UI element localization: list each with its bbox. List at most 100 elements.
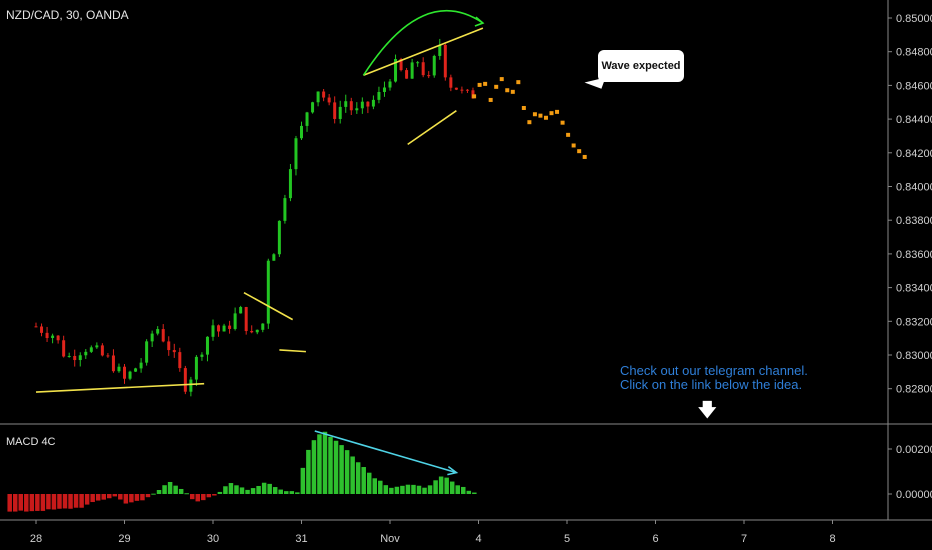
trendline (279, 349, 306, 353)
candle-body (432, 55, 436, 76)
macd-bar (361, 467, 366, 494)
macd-bar (472, 492, 477, 494)
candle-body (261, 323, 265, 330)
divergence-arrowhead (447, 465, 459, 476)
candle-body (78, 355, 82, 361)
candle-body (183, 368, 187, 392)
candle-body (394, 59, 398, 82)
macd-bar (272, 487, 278, 494)
trendline (35, 382, 205, 393)
macd-bar (427, 485, 433, 494)
macd-bar (333, 440, 339, 494)
macd-bar (68, 494, 73, 509)
y-tick-label: 0.83000 (896, 350, 932, 362)
macd-bar (295, 492, 300, 494)
macd-bar (118, 494, 123, 500)
candle-body (399, 59, 403, 71)
macd-bar (195, 494, 201, 502)
candle-body (311, 102, 315, 113)
macd-bar (405, 484, 411, 494)
candle-body (84, 351, 88, 356)
macd-bar (35, 494, 40, 511)
macd-bar (90, 494, 95, 503)
macd-bar (383, 485, 389, 494)
forecast-mark (527, 120, 532, 125)
candle-body (123, 366, 126, 379)
macd-y-tick-label: 0.00200 (896, 444, 932, 456)
y-tick-label: 0.83600 (896, 249, 932, 261)
candle-body (73, 355, 77, 361)
candle-body (300, 125, 303, 139)
telegram-note[interactable]: Check out our telegram channel. Click on… (620, 364, 808, 392)
forecast-mark (555, 109, 560, 114)
macd-bar (322, 431, 328, 494)
note-line-1: Check out our telegram channel. (620, 363, 808, 378)
candle-body (134, 368, 138, 372)
macd-bar (350, 456, 355, 494)
candle-body (45, 332, 49, 339)
trendline (363, 27, 484, 77)
candle-body (239, 307, 243, 314)
candle-body (327, 97, 331, 103)
macd-bar (217, 491, 223, 494)
macd-bar (372, 478, 378, 494)
trendline (243, 291, 294, 321)
macd-bar (107, 494, 112, 499)
forecast-mark (499, 77, 504, 82)
candle-body (172, 350, 176, 353)
candle-body (222, 325, 226, 332)
forecast-mark (510, 89, 515, 94)
candle-body (150, 333, 154, 342)
macd-bar (416, 485, 422, 494)
macd-bar (84, 494, 90, 505)
macd-bar (466, 490, 472, 494)
candle-body (405, 70, 409, 79)
macd-bar (444, 477, 449, 494)
macd-bar (73, 494, 79, 508)
macd-bar (261, 482, 267, 494)
macd-bar (256, 485, 261, 494)
candle-body (117, 366, 121, 372)
macd-bar (145, 494, 151, 498)
candle-body (294, 138, 298, 170)
macd-bar (156, 490, 162, 494)
macd-bar (278, 489, 283, 494)
candle-body (266, 260, 270, 324)
macd-bar (455, 485, 460, 494)
macd-bar (449, 481, 455, 494)
macd-bar (234, 485, 239, 494)
candle-body (360, 101, 364, 109)
macd-bar (311, 440, 317, 494)
y-tick-label: 0.84400 (896, 114, 932, 126)
macd-bar (24, 494, 29, 512)
forecast-mark (477, 82, 482, 87)
y-tick-label: 0.82800 (896, 384, 932, 396)
macd-bar (7, 494, 12, 512)
forecast-mark (549, 111, 554, 116)
macd-bar (173, 485, 178, 494)
macd-bar (112, 494, 118, 497)
macd-bar (212, 494, 217, 496)
note-line-2: Click on the link below the idea. (620, 377, 803, 392)
candle-body (51, 335, 55, 339)
macd-bar (79, 494, 84, 508)
macd-bar (51, 494, 57, 510)
candle-body (34, 326, 38, 328)
candle-body (40, 326, 44, 333)
candle-body (250, 331, 254, 333)
macd-bar (18, 494, 24, 511)
candle-body (244, 307, 248, 332)
candle-body (382, 87, 386, 92)
candle-body (67, 355, 71, 357)
candle-body (344, 101, 348, 107)
macd-bar (250, 488, 256, 494)
macd-bar (378, 480, 383, 494)
candle-body (106, 355, 110, 357)
down-arrow-icon: 🡇 (698, 400, 717, 420)
forecast-mark (532, 112, 537, 117)
forecast-mark (577, 149, 582, 154)
candle-body (454, 87, 458, 90)
symbol-title: NZD/CAD, 30, OANDA (6, 8, 129, 22)
candle-body (205, 336, 209, 355)
